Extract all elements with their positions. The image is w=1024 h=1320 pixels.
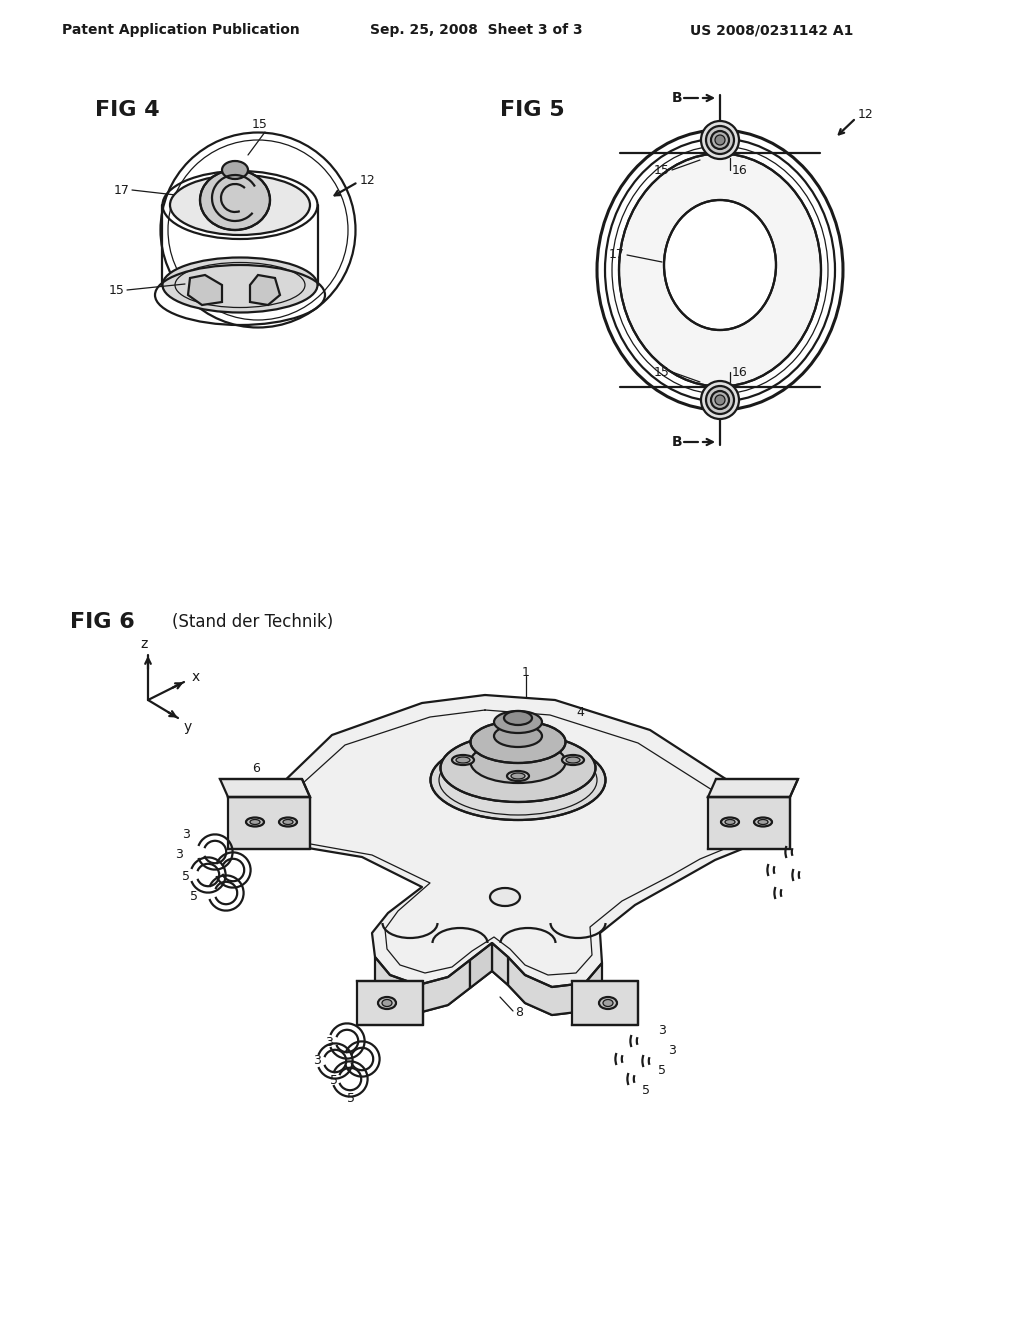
- Ellipse shape: [507, 771, 529, 781]
- Polygon shape: [268, 696, 758, 987]
- Text: x: x: [193, 671, 201, 684]
- Text: y: y: [184, 719, 193, 734]
- Ellipse shape: [706, 385, 734, 414]
- Text: 3: 3: [325, 1036, 333, 1049]
- Ellipse shape: [721, 817, 739, 826]
- Text: 12: 12: [360, 173, 376, 186]
- Polygon shape: [470, 942, 492, 987]
- Text: Patent Application Publication: Patent Application Publication: [62, 22, 300, 37]
- Ellipse shape: [618, 153, 821, 387]
- Text: 17: 17: [609, 248, 625, 261]
- Polygon shape: [357, 981, 423, 1026]
- Circle shape: [737, 812, 746, 822]
- Circle shape: [262, 803, 282, 822]
- Text: 2: 2: [493, 799, 501, 812]
- Polygon shape: [250, 275, 280, 305]
- Ellipse shape: [562, 755, 584, 766]
- Polygon shape: [708, 779, 798, 797]
- Text: 5: 5: [330, 1074, 338, 1088]
- Ellipse shape: [200, 170, 270, 230]
- Ellipse shape: [470, 721, 565, 763]
- Ellipse shape: [490, 888, 520, 906]
- Polygon shape: [228, 797, 310, 849]
- Text: 15: 15: [252, 119, 268, 132]
- Text: FIG 5: FIG 5: [500, 100, 564, 120]
- Ellipse shape: [754, 817, 772, 826]
- Ellipse shape: [603, 999, 613, 1006]
- Ellipse shape: [701, 121, 739, 158]
- Text: 15: 15: [110, 284, 125, 297]
- Text: 4: 4: [575, 705, 584, 718]
- Text: 7: 7: [782, 807, 790, 820]
- Ellipse shape: [456, 756, 470, 763]
- Text: 15: 15: [654, 366, 670, 379]
- Polygon shape: [708, 797, 790, 849]
- Ellipse shape: [170, 176, 310, 235]
- Polygon shape: [508, 957, 602, 1015]
- Text: 12: 12: [858, 108, 873, 121]
- Ellipse shape: [279, 817, 297, 826]
- Text: 5: 5: [642, 1085, 650, 1097]
- Text: 6: 6: [252, 763, 260, 776]
- Circle shape: [732, 807, 752, 828]
- Ellipse shape: [758, 820, 768, 825]
- Ellipse shape: [504, 711, 532, 725]
- Text: 5: 5: [190, 891, 198, 903]
- Text: 3: 3: [668, 1044, 676, 1057]
- Text: z: z: [140, 638, 147, 651]
- Ellipse shape: [163, 257, 317, 313]
- Ellipse shape: [511, 774, 525, 779]
- Ellipse shape: [725, 820, 735, 825]
- Ellipse shape: [246, 817, 264, 826]
- Ellipse shape: [470, 741, 565, 783]
- Text: FIG 4: FIG 4: [95, 100, 160, 120]
- Ellipse shape: [715, 135, 725, 145]
- Text: 16: 16: [732, 366, 748, 379]
- Text: 5: 5: [658, 1064, 666, 1077]
- Text: 8: 8: [515, 1006, 523, 1019]
- Text: 17: 17: [114, 183, 130, 197]
- Ellipse shape: [664, 201, 776, 330]
- Ellipse shape: [378, 997, 396, 1008]
- Text: (Stand der Technik): (Stand der Technik): [172, 612, 333, 631]
- Text: US 2008/0231142 A1: US 2008/0231142 A1: [690, 22, 853, 37]
- Ellipse shape: [222, 161, 248, 180]
- Text: 5: 5: [182, 870, 190, 883]
- Text: 1: 1: [522, 665, 530, 678]
- Ellipse shape: [430, 741, 605, 820]
- Text: 3: 3: [175, 849, 183, 862]
- Ellipse shape: [382, 999, 392, 1006]
- Polygon shape: [572, 981, 638, 1026]
- Text: 15: 15: [654, 164, 670, 177]
- Polygon shape: [492, 942, 508, 985]
- Text: 16: 16: [732, 164, 748, 177]
- Ellipse shape: [440, 734, 596, 803]
- Ellipse shape: [494, 711, 542, 733]
- Text: 3: 3: [182, 829, 189, 842]
- Text: 5: 5: [347, 1092, 355, 1105]
- Ellipse shape: [566, 756, 580, 763]
- Ellipse shape: [494, 725, 542, 747]
- Circle shape: [267, 808, 278, 818]
- Polygon shape: [220, 779, 310, 797]
- Ellipse shape: [599, 997, 617, 1008]
- Text: B: B: [672, 436, 683, 449]
- Ellipse shape: [701, 381, 739, 418]
- Text: 3: 3: [658, 1024, 666, 1038]
- Ellipse shape: [715, 395, 725, 405]
- Text: Sep. 25, 2008  Sheet 3 of 3: Sep. 25, 2008 Sheet 3 of 3: [370, 22, 583, 37]
- Ellipse shape: [711, 131, 729, 149]
- Ellipse shape: [250, 820, 260, 825]
- Ellipse shape: [711, 391, 729, 409]
- Text: 3: 3: [313, 1055, 321, 1068]
- Text: FIG 6: FIG 6: [70, 612, 135, 632]
- Ellipse shape: [706, 125, 734, 154]
- Text: B: B: [672, 91, 683, 106]
- Polygon shape: [188, 275, 222, 305]
- Polygon shape: [375, 957, 470, 1012]
- Ellipse shape: [452, 755, 474, 766]
- Ellipse shape: [283, 820, 293, 825]
